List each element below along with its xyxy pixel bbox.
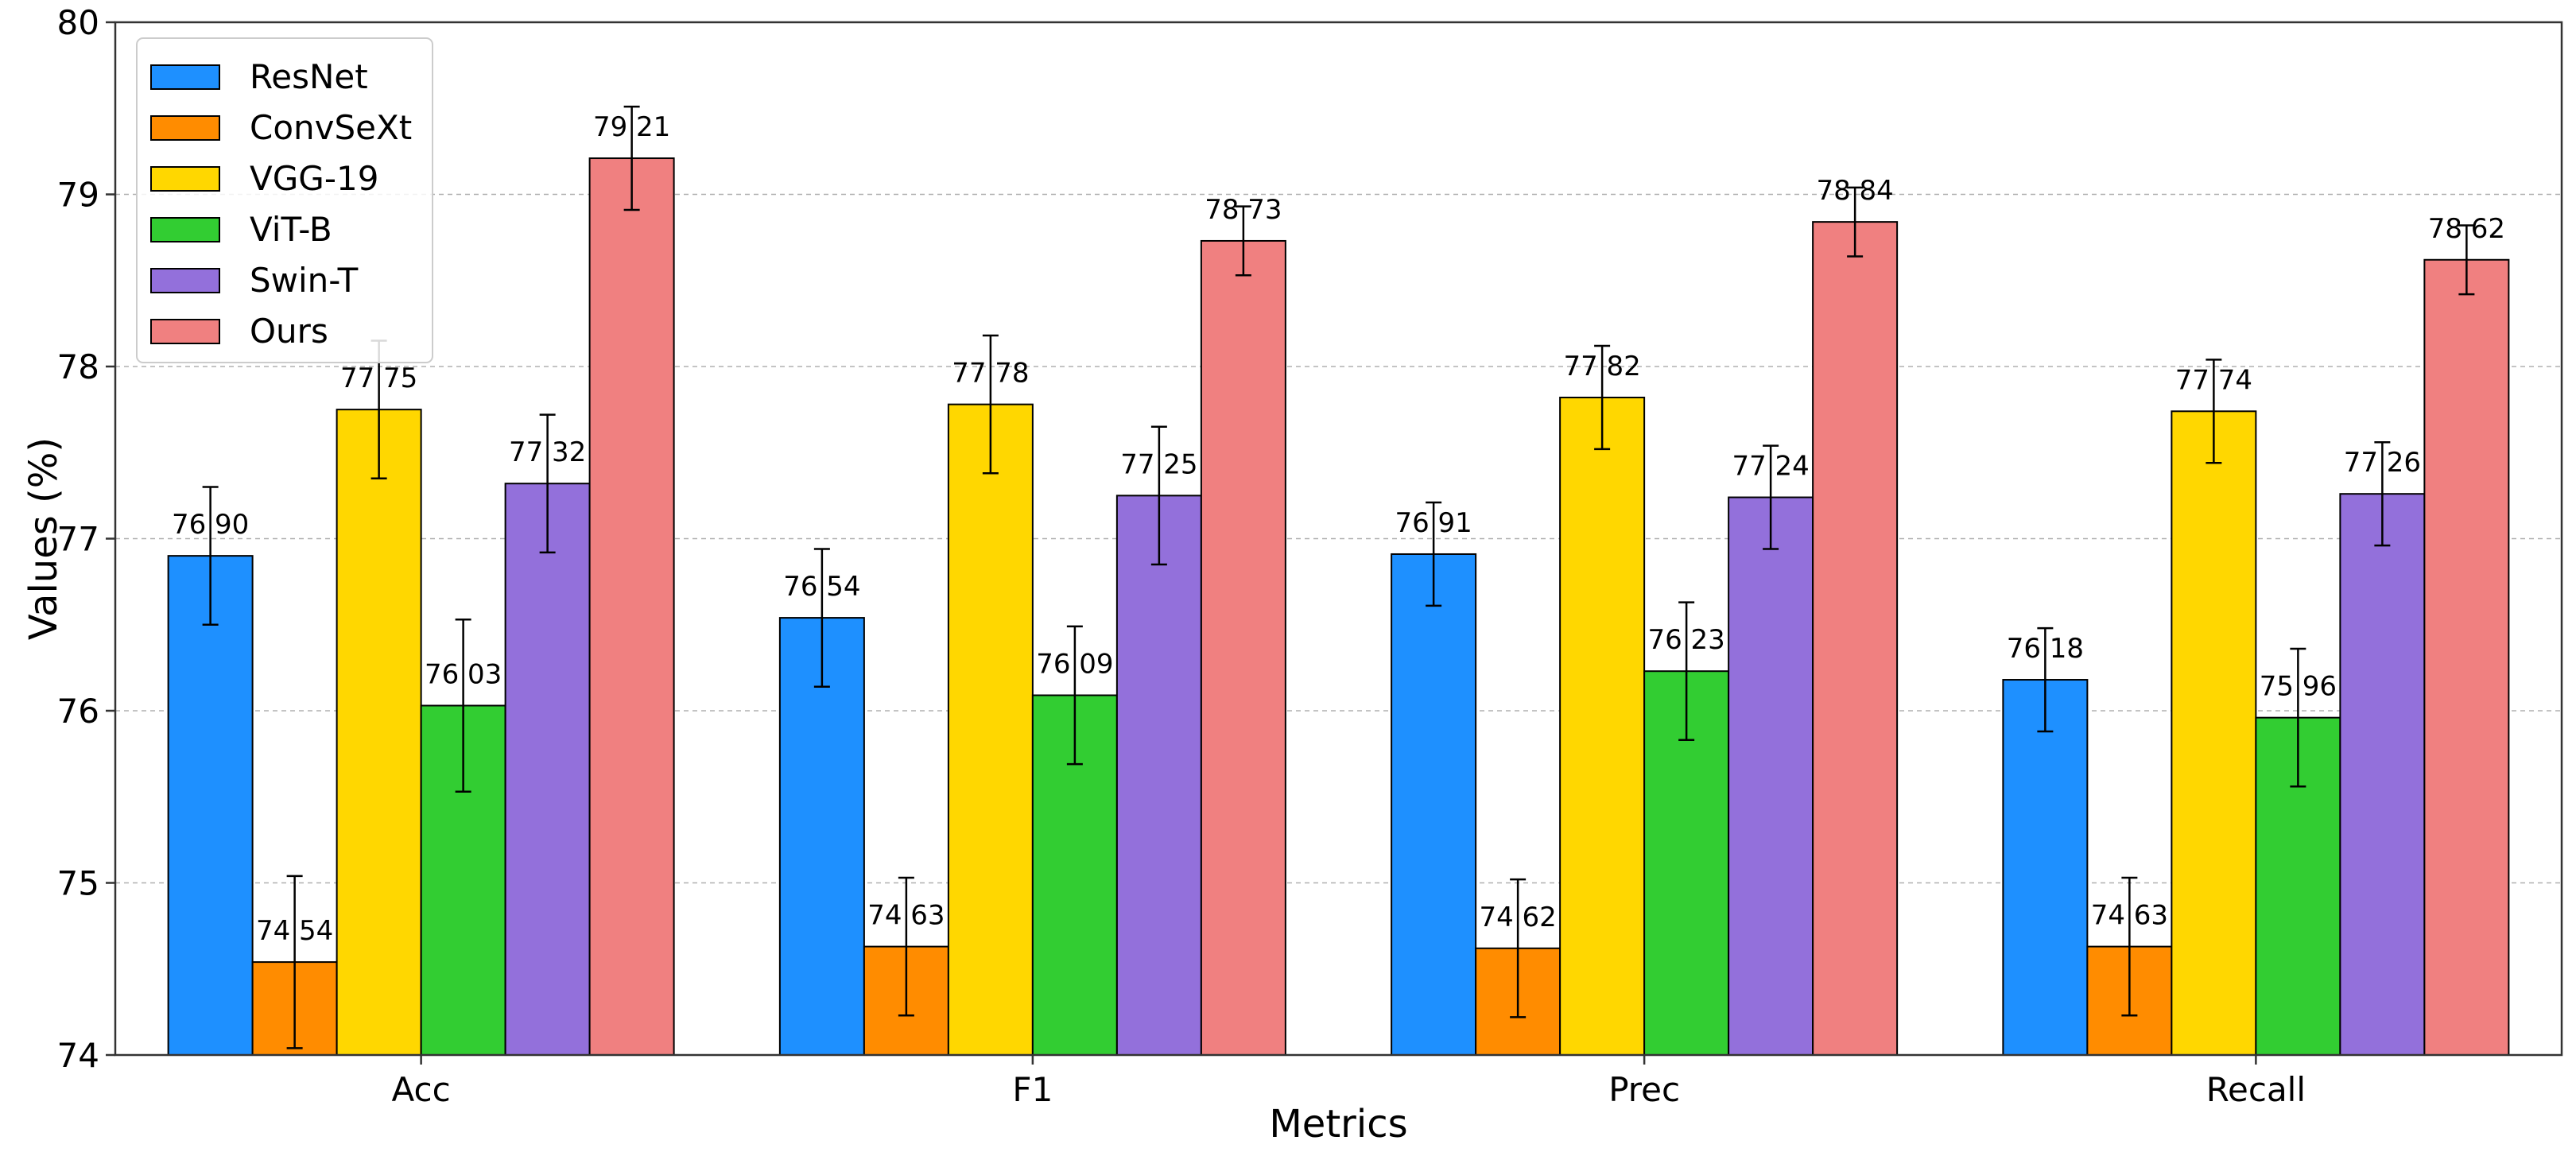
- data-label: 74 63: [2091, 900, 2168, 932]
- legend-label: Swin-T: [250, 261, 359, 300]
- x-axis-ticks: Acc F1 Prec Recall: [392, 1055, 2306, 1109]
- bar: [2339, 493, 2426, 1056]
- bar: [1115, 495, 1202, 1056]
- x-tick-label: Prec: [1608, 1070, 1680, 1109]
- legend-swatch: [150, 166, 220, 192]
- bar: [1391, 553, 1477, 1056]
- y-tick-label: 79: [57, 176, 99, 215]
- y-tick-label: 76: [57, 692, 99, 731]
- data-label: 77 24: [1732, 451, 1809, 483]
- bar: [504, 483, 591, 1056]
- legend-swatch: [150, 115, 220, 141]
- legend-label: ResNet: [250, 57, 368, 96]
- bar: [2423, 258, 2510, 1056]
- legend: ResNet ConvSeXt VGG-19 ViT-B Swin-T Ours: [136, 37, 433, 363]
- data-label: 77 78: [952, 358, 1029, 390]
- data-label: 77 32: [509, 436, 586, 468]
- bar: [2002, 679, 2089, 1057]
- data-label: 74 63: [867, 900, 945, 932]
- y-tick-label: 80: [57, 3, 99, 42]
- bar: [336, 409, 422, 1056]
- bar: [947, 403, 1034, 1056]
- bar: [1200, 239, 1286, 1057]
- y-axis-ticks: 74 75 76 77 78 79 80: [57, 3, 115, 1075]
- bar: [778, 617, 865, 1056]
- legend-swatch: [150, 217, 220, 242]
- data-label: 74 54: [256, 915, 333, 947]
- data-label: 77 25: [1120, 448, 1197, 480]
- data-label: 76 90: [172, 509, 249, 541]
- legend-swatch: [150, 268, 220, 293]
- data-label: 77 74: [2175, 364, 2252, 396]
- data-label: 78 84: [1816, 175, 1893, 207]
- y-tick-label: 77: [57, 520, 99, 559]
- legend-label: VGG-19: [250, 159, 378, 198]
- data-labels: 76 90 74 54 77 75 76 03 77 32 79 21 76 54 74 63…: [172, 111, 2505, 947]
- data-label: 76 91: [1395, 507, 1472, 539]
- data-label: 79 21: [593, 111, 670, 143]
- legend-label: ConvSeXt: [250, 108, 412, 147]
- legend-label: Ours: [250, 312, 328, 351]
- x-tick-label: F1: [1012, 1070, 1053, 1109]
- data-label: 76 23: [1647, 624, 1724, 656]
- data-label: 76 54: [783, 571, 860, 603]
- data-label: 76 03: [425, 659, 502, 691]
- legend-swatch: [150, 64, 220, 90]
- data-label: 77 82: [1563, 351, 1640, 382]
- data-label: 74 62: [1479, 902, 1556, 933]
- data-label: 77 75: [340, 363, 417, 394]
- legend-swatch: [150, 319, 220, 344]
- x-tick-label: Acc: [392, 1070, 451, 1109]
- bar: [1812, 221, 1899, 1056]
- data-label: 76 18: [2007, 633, 2084, 665]
- data-label: 77 26: [2344, 447, 2421, 479]
- data-label: 78 73: [1205, 194, 1282, 226]
- y-tick-label: 75: [57, 864, 99, 903]
- bar: [167, 555, 254, 1056]
- bar: [1559, 396, 1646, 1057]
- y-tick-label: 74: [57, 1036, 99, 1075]
- data-label: 76 09: [1036, 649, 1113, 681]
- data-label: 78 62: [2428, 213, 2505, 245]
- bar: [2171, 410, 2257, 1056]
- data-label: 75 96: [2260, 671, 2337, 703]
- bar: [1728, 496, 1814, 1056]
- bars: [167, 157, 2510, 1057]
- error-bars: [202, 105, 2475, 1049]
- x-axis-label: Metrics: [1269, 1102, 1407, 1146]
- gridlines: [115, 193, 2562, 884]
- y-tick-label: 78: [57, 347, 99, 386]
- x-tick-label: Recall: [2206, 1070, 2306, 1109]
- legend-label: ViT-B: [250, 210, 332, 249]
- bar: [588, 157, 675, 1056]
- y-axis-label: Values (%): [21, 437, 66, 640]
